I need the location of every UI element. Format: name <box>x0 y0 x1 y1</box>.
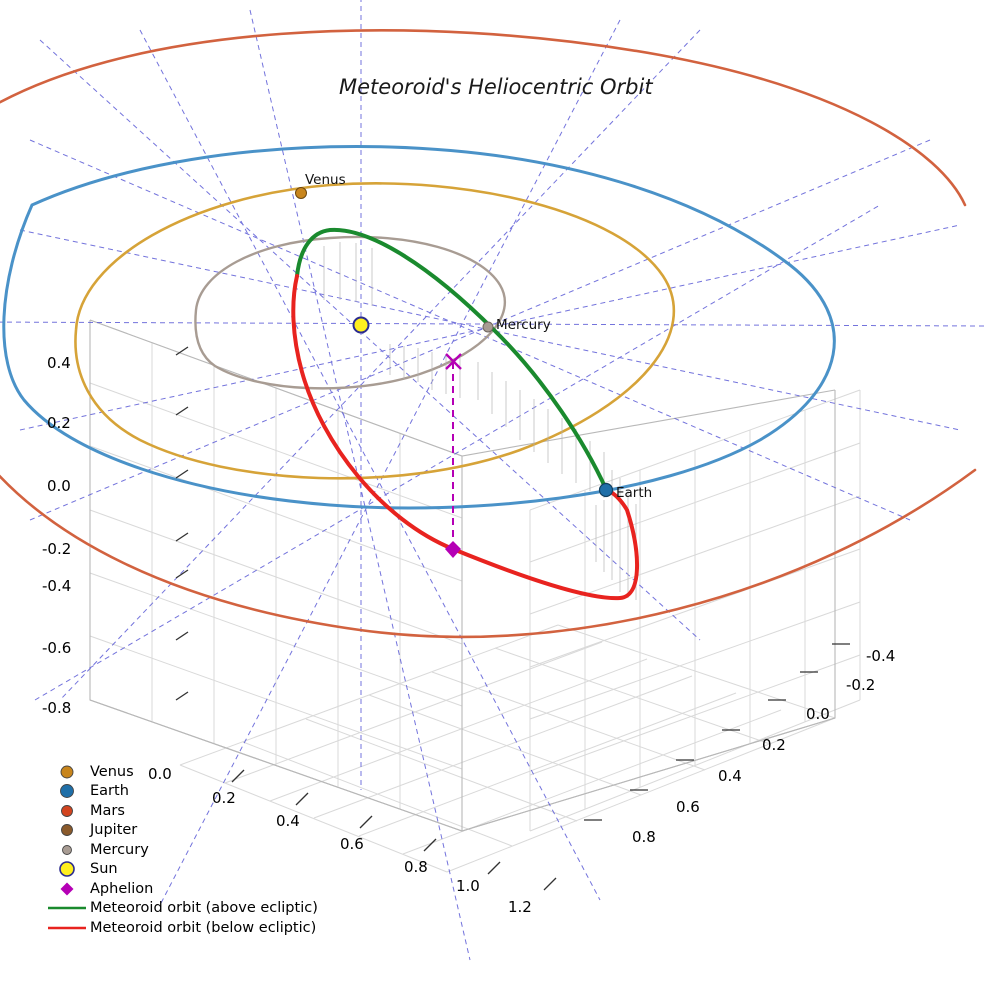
aphelion-diamond-icon <box>445 541 461 558</box>
legend-item-label: Earth <box>90 783 129 800</box>
legend-marker-dot-icon <box>44 782 90 800</box>
aphelion-group <box>445 353 462 558</box>
y-tick-label: 0.8 <box>632 828 656 846</box>
orbit-venus <box>74 182 676 480</box>
x-tick-label: 0.2 <box>212 789 236 807</box>
x-tick-label: 0.6 <box>340 835 364 853</box>
legend-item-label: Mars <box>90 802 125 819</box>
orbit-mercury <box>194 235 506 390</box>
venus-marker-icon <box>295 187 307 199</box>
y-tick-label: -0.4 <box>866 647 896 665</box>
legend-marker-dot-icon <box>44 841 90 859</box>
legend-item[interactable]: Jupiter <box>44 821 318 841</box>
legend-item-label: Sun <box>90 861 118 878</box>
body-markers: Venus Mercury Earth <box>295 172 652 501</box>
z-tick-label: -0.6 <box>42 639 72 657</box>
left-wall-grid <box>89 319 463 832</box>
legend-item[interactable]: Sun <box>44 860 318 880</box>
y-tick-label: 0.0 <box>806 705 830 723</box>
earth-marker-icon <box>598 482 614 498</box>
legend-item[interactable]: Aphelion <box>44 879 318 899</box>
legend-marker-line-icon <box>44 899 90 917</box>
legend-item[interactable]: Meteoroid orbit (above ecliptic) <box>44 899 318 919</box>
orbit-earth <box>2 145 836 510</box>
legend: Venus Earth Mars Jupiter Mercury Sun Aphelion M… <box>44 762 318 938</box>
y-tick-label: 0.6 <box>676 798 700 816</box>
y-tick-label: 0.4 <box>718 767 742 785</box>
meteoroid-orbit-above-ecliptic <box>295 227 608 491</box>
legend-item[interactable]: Mars <box>44 801 318 821</box>
mercury-marker-icon <box>482 321 494 333</box>
legend-item-label: Mercury <box>90 841 149 858</box>
legend-item-label: Meteoroid orbit (below ecliptic) <box>90 919 317 936</box>
orbit-stem-lines <box>323 242 637 600</box>
legend-item-label: Meteoroid orbit (above ecliptic) <box>90 900 318 917</box>
x-tick-label: 0.0 <box>148 765 172 783</box>
z-tick-label: -0.2 <box>42 540 72 558</box>
earth-label: Earth <box>616 485 652 501</box>
legend-marker-line-icon <box>44 919 90 937</box>
venus-label: Venus <box>305 172 346 188</box>
aphelion-projection-x-icon <box>445 353 462 370</box>
y-tick-label: 0.2 <box>762 736 786 754</box>
legend-item-label: Aphelion <box>90 880 154 897</box>
z-tick-label: 0.2 <box>47 414 71 432</box>
orbit-mars-lower <box>0 468 977 639</box>
mercury-label: Mercury <box>496 317 551 333</box>
legend-marker-diamond-icon <box>44 880 90 898</box>
z-tick-label: 0.0 <box>47 477 71 495</box>
legend-item[interactable]: Meteoroid orbit (below ecliptic) <box>44 918 318 938</box>
legend-marker-dot-icon <box>44 821 90 839</box>
legend-item-label: Venus <box>90 763 134 780</box>
legend-marker-dot-icon <box>44 802 90 820</box>
legend-item-label: Jupiter <box>90 822 138 839</box>
y-tick-label: -0.2 <box>846 676 876 694</box>
tick-marks <box>175 346 850 891</box>
legend-item[interactable]: Earth <box>44 782 318 802</box>
meteoroid-orbit-below-ecliptic <box>291 274 640 601</box>
z-tick-label: -0.4 <box>42 577 72 595</box>
legend-item[interactable]: Venus <box>44 762 318 782</box>
right-wall-grid <box>529 389 861 832</box>
sun-marker-icon <box>352 316 370 334</box>
floor-grid <box>179 624 836 873</box>
x-tick-label: 1.2 <box>508 898 532 916</box>
x-tick-label: 0.4 <box>276 812 300 830</box>
legend-marker-dot-icon <box>44 860 90 878</box>
orbit-mars <box>0 28 967 207</box>
legend-item[interactable]: Mercury <box>44 840 318 860</box>
x-tick-label: 0.8 <box>404 858 428 876</box>
x-tick-label: 1.0 <box>456 877 480 895</box>
z-tick-label: -0.8 <box>42 699 72 717</box>
legend-marker-dot-icon <box>44 763 90 781</box>
z-tick-label: 0.4 <box>47 354 71 372</box>
